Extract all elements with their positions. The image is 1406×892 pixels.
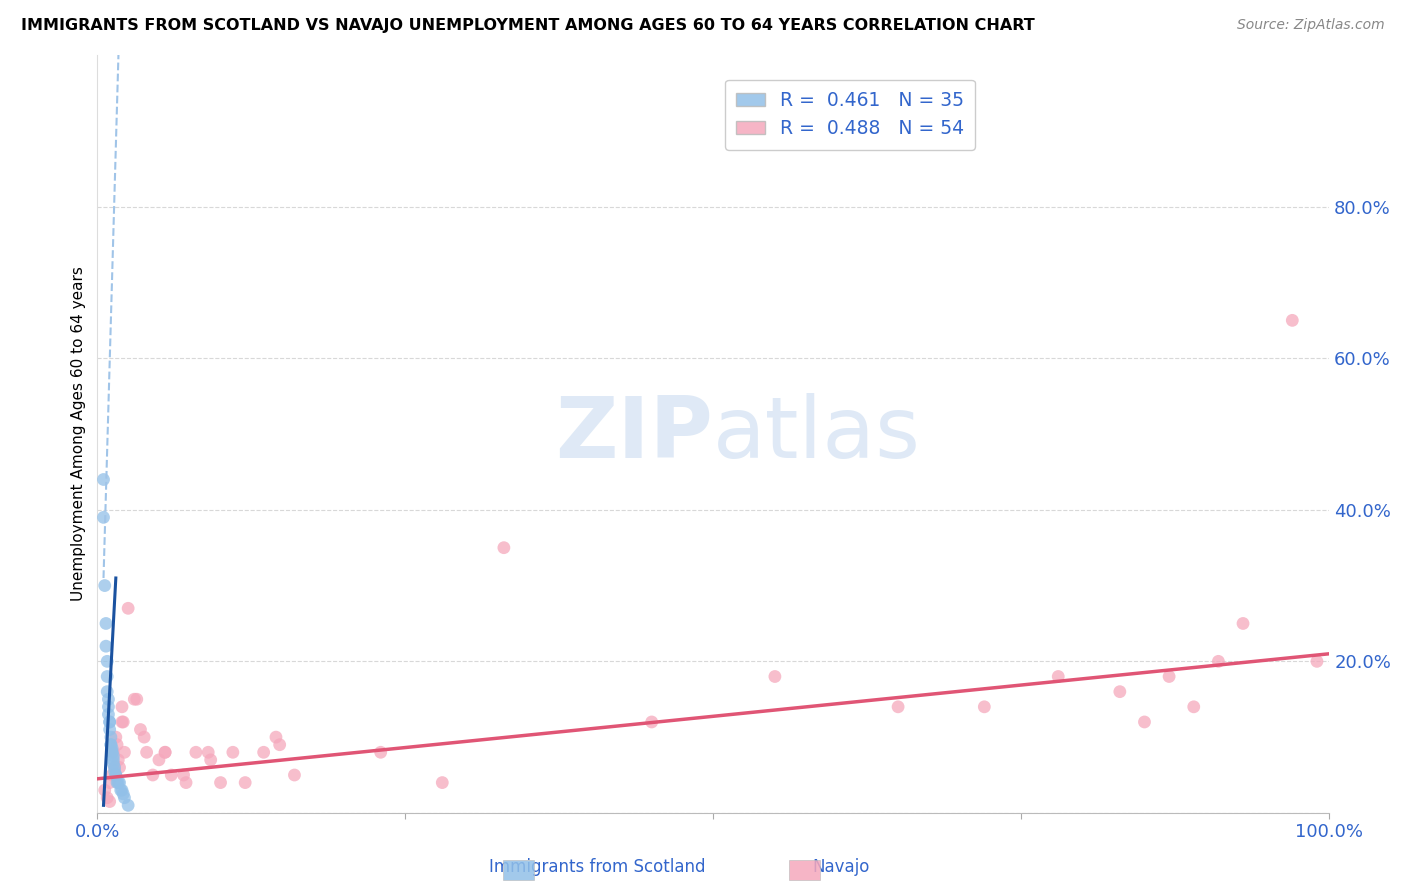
Point (107, 775, 129, 789)
Point (129, 723, 152, 737)
Point (103, 753, 125, 767)
Point (98, 795, 121, 809)
Text: Navajo: Navajo (813, 858, 869, 876)
Text: IMMIGRANTS FROM SCOTLAND VS NAVAJO UNEMPLOYMENT AMONG AGES 60 TO 64 YEARS CORREL: IMMIGRANTS FROM SCOTLAND VS NAVAJO UNEMP… (21, 18, 1035, 33)
Point (97, 699, 120, 714)
Point (492, 541, 515, 555)
Point (104, 760, 127, 774)
Point (142, 768, 165, 782)
Point (103, 756, 125, 771)
Point (973, 699, 995, 714)
Point (96, 654, 118, 668)
Point (100, 730, 122, 744)
Point (101, 768, 124, 782)
Point (1306, 654, 1329, 668)
Point (108, 760, 131, 774)
Point (887, 699, 910, 714)
Point (101, 741, 124, 756)
Point (160, 768, 183, 782)
Point (98, 714, 121, 729)
Point (107, 753, 129, 767)
Point (124, 692, 146, 706)
Point (134, 730, 156, 744)
Point (763, 669, 786, 683)
Point (174, 775, 197, 789)
Point (1108, 684, 1130, 698)
Point (1159, 669, 1181, 683)
Point (1133, 714, 1156, 729)
Point (253, 745, 276, 759)
Point (101, 745, 124, 759)
Point (101, 745, 124, 759)
Text: Source: ZipAtlas.com: Source: ZipAtlas.com (1237, 18, 1385, 32)
Point (641, 714, 664, 729)
Point (125, 692, 148, 706)
Point (135, 745, 157, 759)
Point (200, 753, 222, 767)
Point (1047, 669, 1070, 683)
Point (117, 601, 139, 615)
Point (103, 749, 125, 764)
Point (110, 783, 132, 797)
Point (96, 684, 118, 698)
Point (222, 745, 245, 759)
Point (103, 745, 125, 759)
Point (111, 699, 134, 714)
Point (104, 764, 127, 779)
Point (1232, 616, 1254, 631)
Point (1208, 654, 1230, 668)
Text: Immigrants from Scotland: Immigrants from Scotland (489, 858, 706, 876)
Point (233, 775, 256, 789)
Point (184, 745, 207, 759)
Point (432, 775, 454, 789)
Point (96, 669, 118, 683)
Point (112, 787, 135, 801)
Point (105, 738, 128, 752)
Point (114, 790, 136, 805)
Point (93, 578, 115, 592)
Point (153, 745, 176, 759)
Point (264, 730, 287, 744)
Point (94, 616, 117, 631)
Point (104, 760, 127, 774)
Point (283, 768, 305, 782)
Point (93, 473, 115, 487)
Point (104, 768, 127, 782)
Point (98, 775, 121, 789)
Point (105, 775, 128, 789)
Text: ZIP: ZIP (555, 392, 713, 475)
Point (1281, 313, 1303, 327)
Point (93, 510, 115, 524)
Point (112, 714, 135, 729)
Point (96, 790, 118, 805)
Point (100, 738, 122, 752)
Point (111, 714, 134, 729)
Point (104, 730, 127, 744)
Point (108, 775, 131, 789)
Point (100, 738, 122, 752)
Point (209, 775, 232, 789)
Point (269, 738, 291, 752)
Point (93, 783, 115, 797)
Point (117, 798, 139, 813)
Legend: R =  0.461   N = 35, R =  0.488   N = 54: R = 0.461 N = 35, R = 0.488 N = 54 (725, 79, 974, 150)
Point (148, 753, 170, 767)
Point (197, 745, 219, 759)
Point (98, 714, 121, 729)
Y-axis label: Unemployment Among Ages 60 to 64 years: Unemployment Among Ages 60 to 64 years (72, 267, 86, 601)
Point (114, 745, 136, 759)
Point (98, 723, 121, 737)
Point (97, 692, 120, 706)
Text: atlas: atlas (713, 392, 921, 475)
Point (1182, 699, 1205, 714)
Point (370, 745, 392, 759)
Point (173, 768, 195, 782)
Point (104, 768, 127, 782)
Point (153, 745, 176, 759)
Point (97, 707, 120, 722)
Point (94, 639, 117, 653)
Point (111, 783, 134, 797)
